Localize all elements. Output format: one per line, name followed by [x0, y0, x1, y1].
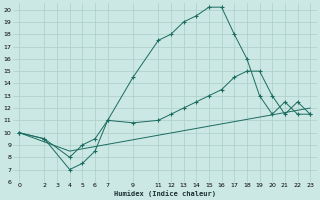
X-axis label: Humidex (Indice chaleur): Humidex (Indice chaleur)	[114, 190, 216, 197]
